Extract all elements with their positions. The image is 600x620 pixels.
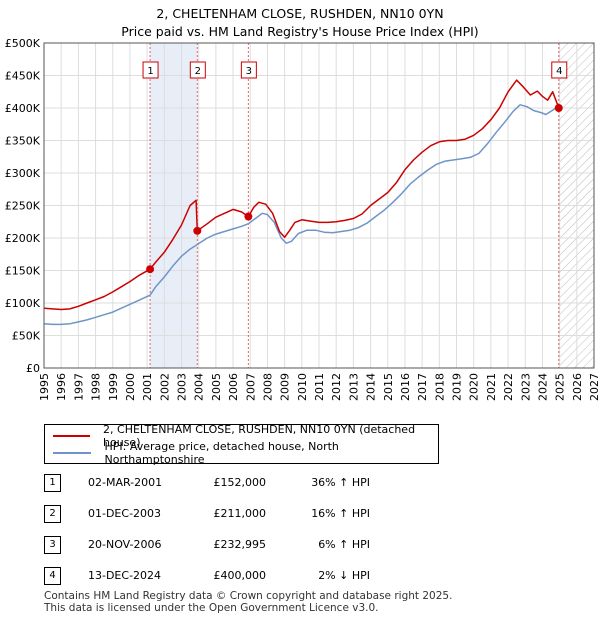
x-tick-label: 2012 xyxy=(330,373,343,401)
x-tick-label: 1999 xyxy=(107,373,120,401)
transaction-hpi-diff: 6% ↑ HPI xyxy=(318,538,370,551)
y-tick-label: £0 xyxy=(26,362,40,375)
transaction-row: 2 01-DEC-2003 £211,000 16% ↑ HPI xyxy=(44,504,544,524)
transaction-point xyxy=(193,226,202,235)
transaction-point xyxy=(244,212,253,221)
legend-label-hpi: HPI: Average price, detached house, Nort… xyxy=(104,440,339,466)
x-tick-label: 1996 xyxy=(55,373,68,401)
legend-swatch-property xyxy=(53,435,91,437)
x-tick-label: 2000 xyxy=(124,373,137,401)
x-tick-label: 1997 xyxy=(72,373,85,401)
x-tick-label: 2020 xyxy=(468,373,481,401)
x-tick-label: 2021 xyxy=(485,373,498,401)
transaction-date: 13-DEC-2024 xyxy=(88,569,162,582)
property-price-line xyxy=(43,79,560,311)
y-tick-label: £500K xyxy=(5,37,41,50)
transaction-hpi-diff: 2% ↓ HPI xyxy=(318,569,370,582)
transaction-label: 4 xyxy=(556,66,562,77)
transaction-label: 2 xyxy=(195,66,201,77)
y-tick-label: £350K xyxy=(5,135,41,148)
y-tick-label: £200K xyxy=(5,232,41,245)
x-tick-label: 2013 xyxy=(347,373,360,401)
x-tick-label: 2024 xyxy=(536,373,549,401)
legend: 2, CHELTENHAM CLOSE, RUSHDEN, NN10 0YN (… xyxy=(44,423,439,466)
x-tick-label: 1998 xyxy=(90,373,103,401)
y-tick-label: £100K xyxy=(5,297,41,310)
x-tick-label: 2010 xyxy=(296,373,309,401)
transaction-number: 1 xyxy=(44,474,61,492)
x-tick-label: 2009 xyxy=(279,373,292,401)
x-tick-label: 2011 xyxy=(313,373,326,401)
hpi-line xyxy=(43,104,561,326)
transaction-hpi-diff: 16% ↑ HPI xyxy=(311,507,370,520)
x-tick-label: 2017 xyxy=(416,373,429,401)
x-tick-label: 2003 xyxy=(176,373,189,401)
transaction-number: 2 xyxy=(44,505,61,523)
y-tick-label: £400K xyxy=(5,102,41,115)
transaction-point xyxy=(554,104,563,112)
x-tick-label: 2027 xyxy=(588,373,600,401)
x-tick-label: 2015 xyxy=(382,373,395,401)
transaction-number: 3 xyxy=(44,536,61,554)
x-tick-label: 2002 xyxy=(158,373,171,401)
price-chart: 1 2 3 4 £0 £50K £100K £150K £200K £250K £300K £350K… xyxy=(5,37,600,401)
y-tick-label: £50K xyxy=(12,330,41,343)
x-tick-label: 2016 xyxy=(399,373,412,401)
transaction-price: £400,000 xyxy=(213,569,267,582)
x-tick-label: 2008 xyxy=(261,373,274,401)
x-tick-label: 2022 xyxy=(502,373,515,401)
transaction-label-box xyxy=(240,61,257,79)
transaction-row: 1 02-MAR-2001 £152,000 36% ↑ HPI xyxy=(44,473,544,493)
x-tick-label: 2026 xyxy=(571,373,584,401)
x-tick-label: 2007 xyxy=(244,373,257,401)
transaction-label: 3 xyxy=(246,66,252,77)
transaction-label-box xyxy=(551,61,568,79)
transaction-date: 20-NOV-2006 xyxy=(88,538,162,551)
x-tick-label: 2006 xyxy=(227,373,240,401)
transaction-price: £152,000 xyxy=(213,476,267,489)
transaction-row: 3 20-NOV-2006 £232,995 6% ↑ HPI xyxy=(44,535,544,555)
transaction-point xyxy=(146,265,155,274)
x-tick-label: 2001 xyxy=(141,373,154,401)
y-tick-label: £250K xyxy=(5,200,41,213)
x-tick-label: 2004 xyxy=(193,373,206,401)
transaction-date: 02-MAR-2001 xyxy=(88,476,163,489)
transaction-label-box xyxy=(189,61,206,79)
chart-subtitle: Price paid vs. HM Land Registry's House … xyxy=(121,24,479,39)
x-tick-label: 2025 xyxy=(554,373,567,401)
y-tick-label: £150K xyxy=(5,265,41,278)
legend-label-property: 2, CHELTENHAM CLOSE, RUSHDEN, NN10 0YN (… xyxy=(103,423,416,449)
x-tick-label: 2005 xyxy=(210,373,223,401)
x-tick-label: 2023 xyxy=(519,373,532,401)
transaction-hpi-diff: 36% ↑ HPI xyxy=(311,476,370,489)
x-tick-label: 2014 xyxy=(365,373,378,401)
transaction-label-box xyxy=(142,61,159,79)
y-tick-label: £300K xyxy=(5,167,41,180)
legend-item-hpi: HPI: Average price, detached house, Nort… xyxy=(53,440,438,466)
y-tick-label: £450K xyxy=(5,70,41,83)
chart-title: 2, CHELTENHAM CLOSE, RUSHDEN, NN10 0YN xyxy=(156,6,444,21)
transaction-number: 4 xyxy=(44,567,61,585)
transaction-row: 4 13-DEC-2024 £400,000 2% ↓ HPI xyxy=(44,566,544,586)
transaction-label: 1 xyxy=(147,66,153,77)
x-tick-label: 2018 xyxy=(433,373,446,401)
transaction-price: £211,000 xyxy=(213,507,267,520)
transaction-date: 01-DEC-2003 xyxy=(88,507,162,520)
footer-copyright: Contains HM Land Registry data © Crown c… xyxy=(44,590,453,602)
transaction-price: £232,995 xyxy=(213,538,267,551)
x-tick-label: 1995 xyxy=(38,373,51,401)
x-tick-label: 2019 xyxy=(451,373,464,401)
legend-item-property: 2, CHELTENHAM CLOSE, RUSHDEN, NN10 0YN (… xyxy=(53,423,438,449)
footer-licence: This data is licensed under the Open Gov… xyxy=(44,602,379,614)
plot-frame xyxy=(43,42,595,369)
legend-swatch-hpi xyxy=(53,452,92,454)
